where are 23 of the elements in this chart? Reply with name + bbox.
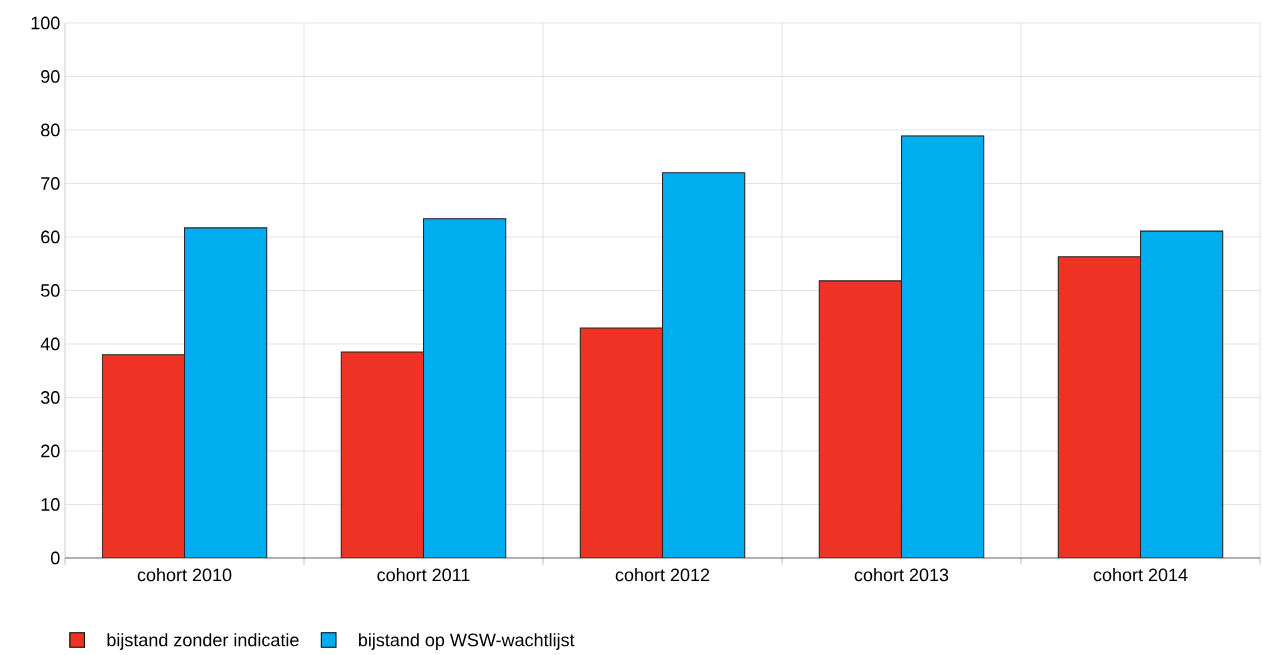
y-tick-label: 90 — [41, 70, 60, 83]
y-tick-label: 80 — [41, 123, 60, 137]
y-tick-label: 10 — [41, 498, 60, 511]
y-tick-label: 0 — [51, 551, 60, 565]
y-tick-label: 70 — [41, 177, 60, 190]
y-tick-label: 60 — [41, 230, 60, 244]
bar — [183, 227, 268, 558]
x-tick-label: cohort 2013 — [854, 568, 949, 582]
bar — [422, 218, 507, 558]
y-tick-label: 40 — [40, 337, 60, 351]
legend-label: bijstand op WSW-wachtlijst — [359, 633, 575, 650]
bar — [900, 135, 985, 558]
bar — [661, 172, 746, 558]
y-tick-label: 50 — [40, 284, 60, 297]
bar — [1139, 230, 1224, 558]
y-tick-label: 20 — [41, 444, 60, 458]
x-tick-label: cohort 2010 — [137, 568, 232, 582]
y-tick-label: 100 — [31, 16, 60, 30]
x-tick-label: cohort 2012 — [615, 568, 710, 582]
legend-label: bijstand zonder indicatie — [107, 633, 299, 650]
x-tick-label: cohort 2011 — [377, 568, 470, 582]
x-tick-label: cohort 2014 — [1093, 568, 1188, 582]
y-tick-label: 30 — [40, 391, 60, 404]
